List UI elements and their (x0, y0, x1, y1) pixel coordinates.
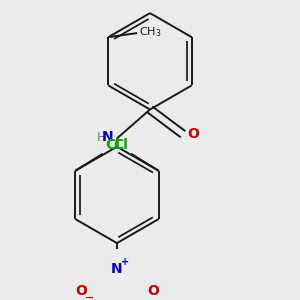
Text: O: O (75, 284, 87, 298)
Text: N: N (111, 262, 123, 276)
Text: Cl: Cl (106, 137, 120, 152)
Text: O: O (187, 127, 199, 141)
Text: +: + (121, 256, 129, 267)
Text: Cl: Cl (113, 137, 128, 152)
Text: O: O (147, 284, 159, 298)
Text: CH$_3$: CH$_3$ (139, 26, 161, 39)
Text: N: N (102, 130, 114, 144)
Text: H: H (97, 130, 106, 144)
Text: −: − (85, 293, 94, 300)
